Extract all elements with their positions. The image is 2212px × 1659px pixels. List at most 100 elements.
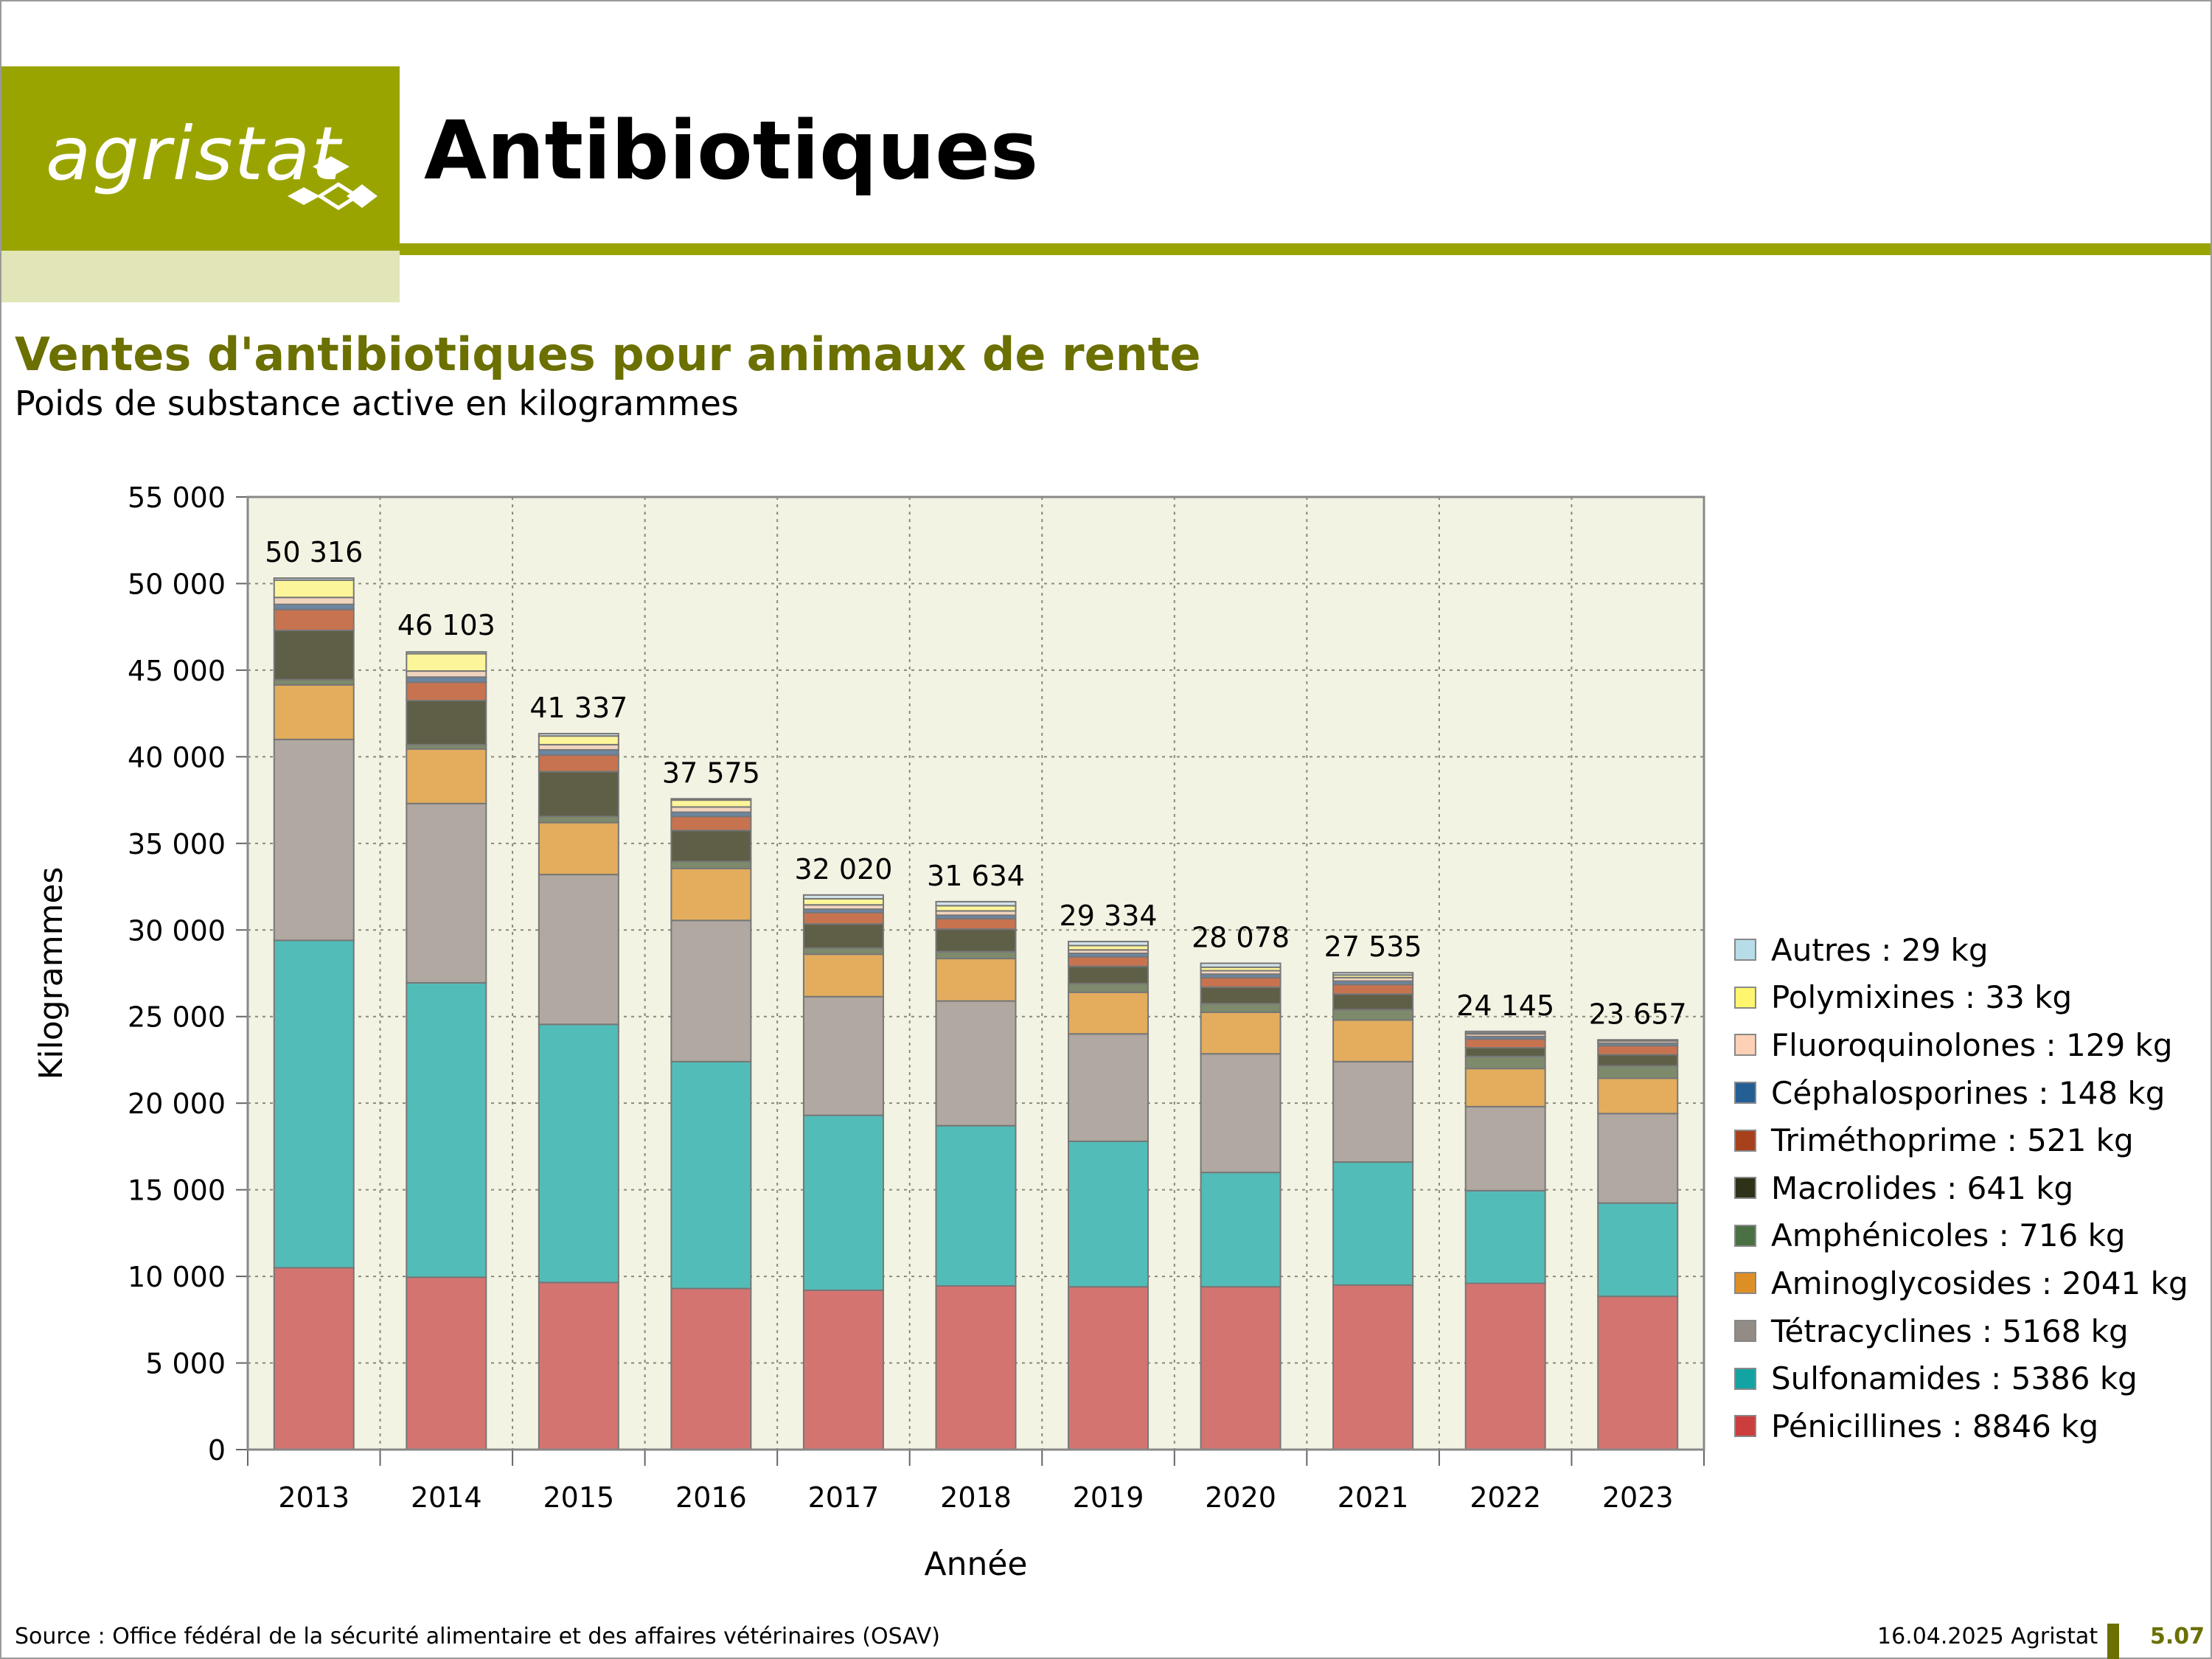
bar-total-label: 32 020 [794,853,892,886]
bar-segment [406,681,487,702]
y-axis-title: Kilogrammes [32,867,70,1080]
y-tick-label: 50 000 [128,568,226,600]
legend-swatch [1734,1415,1756,1438]
bar-segment [1332,1284,1414,1450]
bar-segment [406,748,487,804]
y-tick-label: 45 000 [128,655,226,687]
bar-segment [1597,1065,1679,1079]
bar-segment [538,732,619,737]
bar-segment [1464,1038,1546,1049]
legend-item: Triméthoprime : 521 kg [1734,1116,2188,1164]
legend-swatch [1734,1082,1756,1105]
bar-segment [1597,1202,1679,1298]
bar-segment [1597,1113,1679,1204]
bar-segment [273,577,355,581]
bar-segment [935,1000,1017,1127]
legend-label: Aminoglycosides : 2041 kg [1771,1265,2188,1301]
bar-segment [1464,1068,1546,1107]
bar-segment [273,597,355,605]
bar-segment [935,1285,1017,1450]
legend-label: Polymixines : 33 kg [1771,979,2073,1016]
logo-underlay [1,251,400,302]
legend-label: Amphénicoles : 716 kg [1771,1217,2126,1254]
bar-segment [670,867,752,922]
y-tick-label: 10 000 [128,1261,226,1293]
bar-total-label: 46 103 [397,609,495,641]
x-tick-label: 2019 [1073,1481,1144,1514]
bar-total-label: 37 575 [662,757,760,789]
page-number: 5.07 [2150,1624,2205,1649]
y-tick-label: 30 000 [128,914,226,947]
x-tick-label: 2018 [940,1481,1012,1514]
bar-segment [538,821,619,876]
bar-segment [538,754,619,773]
bar-segment [538,748,619,757]
legend-item: Fluoroquinolones : 129 kg [1734,1021,2188,1069]
bar-segment [935,928,1017,953]
footer-date: 16.04.2025 Agristat [1877,1624,2098,1649]
bar-segment [1200,986,1281,1005]
x-tick-label: 2017 [808,1481,880,1514]
x-tick-label: 2020 [1205,1481,1276,1514]
bar-segment [538,1281,619,1451]
legend-swatch [1734,1272,1756,1295]
bar-segment [1464,1189,1546,1284]
bar-segment [538,815,619,824]
bar-segment [1464,1282,1546,1451]
bar-segment [802,1114,884,1291]
bar-segment [1200,1053,1281,1174]
bar-segment [1597,1045,1679,1056]
y-tick-label: 25 000 [128,1001,226,1034]
bar-segment [406,676,487,684]
bar-segment [802,894,884,900]
bar-segment [802,911,884,925]
footer-divider [2107,1624,2119,1659]
bar-segment [1200,1011,1281,1055]
bar-segment [1597,1295,1679,1451]
bar-segment [273,738,355,942]
legend-item: Sulfonamides : 5386 kg [1734,1354,2188,1402]
legend-swatch [1734,1320,1756,1343]
x-tick-label: 2022 [1470,1481,1541,1514]
bar-segment [1200,1286,1281,1450]
bar-segment [1332,993,1414,1011]
bar-segment [538,735,619,745]
bar-segment [1068,983,1150,993]
bar-segment [1068,956,1150,967]
y-tick-label: 55 000 [128,481,226,514]
legend-item: Autres : 29 kg [1734,926,2188,974]
bar-segment [406,981,487,1279]
bar-segment [1332,1161,1414,1286]
bar-segment [935,918,1017,931]
bar-segment [1200,1172,1281,1288]
bar-segment [273,603,355,611]
bar-segment [538,771,619,818]
legend-label: Tétracyclines : 5168 kg [1771,1312,2129,1349]
y-tick-label: 20 000 [128,1088,226,1120]
header-rule [400,243,2211,255]
bar-segment [935,958,1017,1002]
bar-segment [1068,940,1150,947]
bar-segment [935,905,1017,912]
bar-segment [670,798,752,801]
bar-segment [802,897,884,906]
bar-segment [802,953,884,998]
bar-segment [1464,1055,1546,1070]
bar-segment [1068,1140,1150,1288]
bar-segment [935,900,1017,907]
bar-segment [670,806,752,813]
agristat-logo: agristat [1,66,400,251]
legend-item: Aminoglycosides : 2041 kg [1734,1259,2188,1307]
y-tick-label: 15 000 [128,1175,226,1207]
plot-border [246,495,1705,1451]
bar-segment [406,670,487,678]
bar-segment [273,1267,355,1450]
bar-segment [406,802,487,984]
legend-item: Céphalosporines : 148 kg [1734,1069,2188,1117]
bar-segment [1332,972,1414,976]
legend-swatch [1734,1129,1756,1152]
x-tick-label: 2023 [1602,1481,1674,1514]
bar-segment [273,939,355,1269]
